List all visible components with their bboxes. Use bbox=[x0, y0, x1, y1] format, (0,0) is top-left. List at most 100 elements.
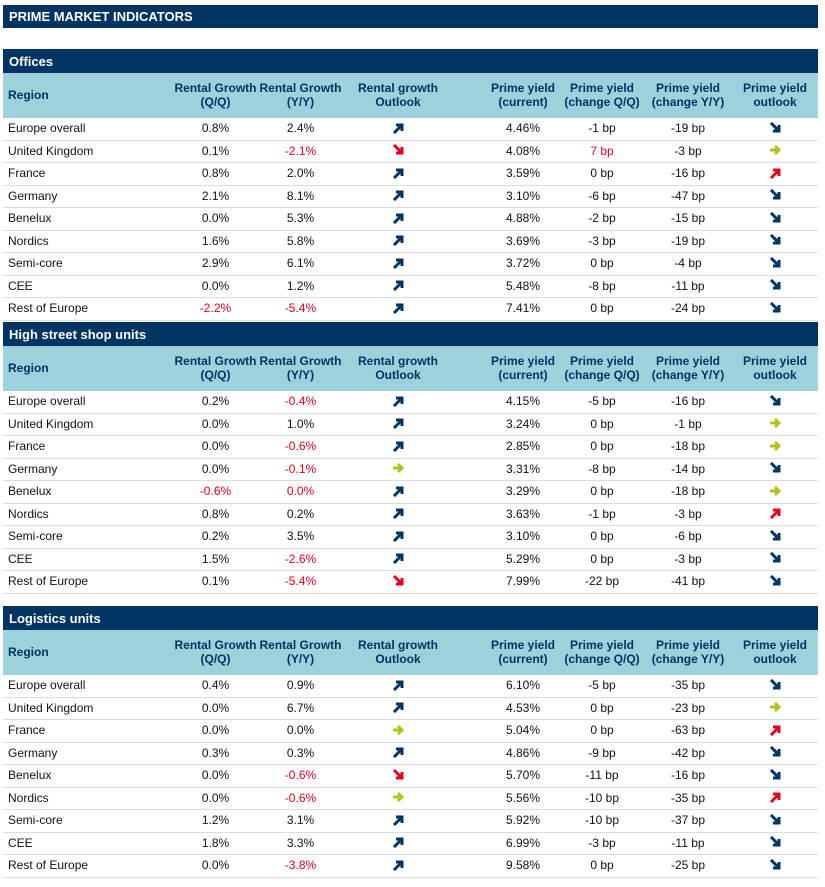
arrow-right-icon bbox=[393, 792, 405, 803]
cell-yy: -0.6% bbox=[284, 768, 317, 782]
table-row: Benelux 0.0% 5.3% 4.88% -2 bp -15 bp bbox=[3, 208, 818, 231]
cell-yyy: -18 bp bbox=[670, 484, 706, 498]
yield-outlook-cell bbox=[732, 549, 818, 570]
cell-qq: 0.3% bbox=[201, 745, 230, 760]
cell-qq: 0.8% bbox=[201, 506, 230, 521]
cell-yield: 4.08% bbox=[505, 143, 541, 158]
yield-outlook-cell bbox=[732, 276, 818, 297]
yield-outlook-cell bbox=[732, 298, 818, 319]
cell-yyy: -42 bp bbox=[670, 745, 706, 760]
cell-yyy: -16 bp bbox=[670, 768, 706, 782]
yield-outlook-cell bbox=[732, 720, 818, 741]
cell-yy: -0.6% bbox=[284, 790, 317, 805]
yield-outlook-cell bbox=[732, 391, 818, 412]
arrow-right-icon bbox=[770, 440, 782, 451]
cell-yield: 3.10% bbox=[505, 529, 541, 543]
rental-outlook-cell bbox=[348, 675, 448, 696]
section-title: High street shop units bbox=[3, 322, 818, 346]
arrow-down-right-icon bbox=[769, 529, 781, 541]
arrow-up-right-icon bbox=[392, 168, 404, 179]
column-header: Prime yield (current) bbox=[490, 81, 556, 109]
table-row: United Kingdom 0.1% -2.1% 4.08% 7 bp -3 bp bbox=[3, 141, 818, 163]
cell-yy: -0.1% bbox=[284, 461, 317, 476]
cell-yqq: 0 bp bbox=[590, 439, 614, 453]
rental-outlook-cell bbox=[348, 833, 448, 854]
column-header: Rental Growth (Q/Q) bbox=[174, 354, 257, 382]
table-row: United Kingdom 0.0% 6.7% 4.53% 0 bp -23 bp bbox=[3, 698, 818, 720]
cell-qq: 0.4% bbox=[201, 678, 230, 692]
cell-yqq: 0 bp bbox=[590, 166, 614, 180]
rental-outlook-cell bbox=[348, 253, 448, 274]
cell-yqq: -3 bp bbox=[588, 835, 616, 850]
arrow-up-right-icon bbox=[392, 190, 404, 202]
column-header: Rental Growth (Q/Q) bbox=[174, 638, 257, 666]
cell-yy: 3.5% bbox=[286, 529, 315, 543]
section-high-street-shop-units: High street shop units Region Rental Growt… bbox=[3, 322, 818, 594]
column-header: Prime yield (change Y/Y) bbox=[651, 354, 725, 382]
table-row: Germany 0.3% 0.3% 4.86% -9 bp -42 bp bbox=[3, 743, 818, 765]
cell-yyy: -18 bp bbox=[670, 439, 706, 453]
yield-outlook-cell bbox=[732, 141, 818, 162]
rental-outlook-cell bbox=[348, 231, 448, 252]
cell-yield: 7.41% bbox=[505, 301, 541, 315]
cell-yield: 5.92% bbox=[505, 813, 541, 827]
arrow-right-icon bbox=[770, 702, 782, 713]
cell-yy: 0.0% bbox=[286, 723, 315, 737]
cell-qq: 0.1% bbox=[201, 574, 230, 588]
cell-qq: 1.8% bbox=[201, 835, 230, 850]
cell-qq: 0.0% bbox=[201, 790, 230, 805]
yield-outlook-cell bbox=[732, 810, 818, 831]
cell-yqq: -1 bp bbox=[588, 121, 616, 135]
cell-yyy: -3 bp bbox=[674, 506, 702, 521]
cell-yqq: 7 bp bbox=[590, 143, 614, 158]
cell-yqq: 0 bp bbox=[590, 700, 614, 715]
rental-outlook-cell bbox=[348, 810, 448, 831]
yield-outlook-cell bbox=[732, 253, 818, 274]
cell-region: Rest of Europe bbox=[8, 858, 89, 872]
cell-yqq: -22 bp bbox=[584, 574, 620, 588]
arrow-up-right-icon bbox=[769, 792, 781, 804]
section-logistics-units: Logistics units Region Rental Growth (Q/Q)… bbox=[3, 606, 818, 878]
cell-yield: 4.53% bbox=[505, 700, 541, 715]
arrow-down-right-icon bbox=[769, 552, 781, 563]
arrow-up-right-icon bbox=[392, 280, 404, 292]
arrow-up-right-icon bbox=[392, 486, 404, 497]
table-row: Benelux 0.0% -0.6% 5.70% -11 bp -16 bp bbox=[3, 765, 818, 788]
cell-yqq: -11 bp bbox=[585, 768, 619, 782]
arrow-right-icon bbox=[770, 485, 782, 496]
column-header: Region bbox=[8, 361, 49, 375]
arrow-up-right-icon bbox=[392, 303, 404, 314]
arrow-up-right-icon bbox=[392, 418, 404, 430]
arrow-right-icon bbox=[770, 418, 782, 429]
cell-yield: 4.15% bbox=[505, 394, 541, 408]
cell-qq: 1.5% bbox=[201, 551, 230, 566]
table-row: Europe overall 0.4% 0.9% 6.10% -5 bp -35 bp bbox=[3, 675, 818, 698]
cell-qq: 0.0% bbox=[201, 461, 230, 476]
cell-yqq: -8 bp bbox=[588, 278, 616, 293]
cell-yqq: -8 bp bbox=[588, 461, 616, 476]
yield-outlook-cell bbox=[732, 743, 818, 764]
yield-outlook-cell bbox=[732, 765, 818, 786]
cell-qq: 0.2% bbox=[201, 529, 230, 543]
column-header-row: Region Rental Growth (Q/Q) Rental Growth (… bbox=[3, 73, 818, 118]
cell-region: Rest of Europe bbox=[8, 574, 89, 588]
cell-yield: 3.10% bbox=[505, 188, 541, 203]
cell-yield: 7.99% bbox=[505, 574, 541, 588]
cell-yield: 5.70% bbox=[505, 768, 541, 782]
arrow-down-right-icon bbox=[769, 813, 781, 825]
column-header: Region bbox=[8, 645, 49, 659]
arrow-right-icon bbox=[770, 145, 782, 156]
section-offices: Offices Region Rental Growth (Q/Q) Rental G… bbox=[3, 49, 818, 321]
yield-outlook-cell bbox=[732, 186, 818, 207]
cell-qq: 0.0% bbox=[201, 768, 230, 782]
rental-outlook-cell bbox=[348, 208, 448, 229]
yield-outlook-cell bbox=[732, 571, 818, 592]
arrow-down-right-icon bbox=[769, 234, 781, 245]
cell-qq: 0.0% bbox=[201, 211, 230, 225]
cell-yyy: -16 bp bbox=[670, 394, 706, 408]
yield-outlook-cell bbox=[732, 414, 818, 435]
cell-yield: 6.99% bbox=[505, 835, 541, 850]
table-row: CEE 0.0% 1.2% 5.48% -8 bp -11 bp bbox=[3, 276, 818, 298]
yield-outlook-cell bbox=[732, 208, 818, 229]
cell-yyy: -47 bp bbox=[670, 188, 706, 203]
